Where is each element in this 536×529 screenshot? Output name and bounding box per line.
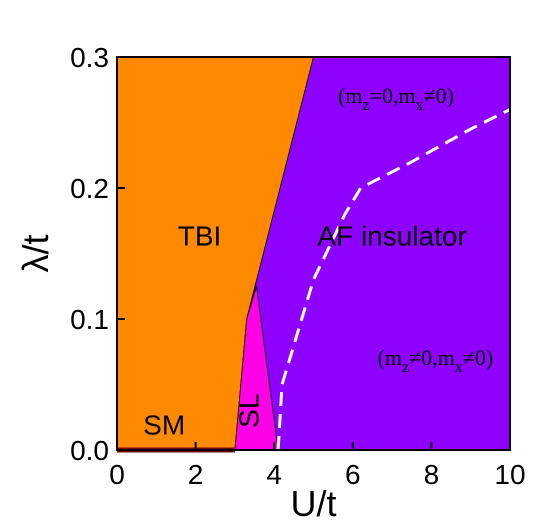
y-tick-label: 0.0 [70,435,109,466]
y-axis-label: λ/t [15,234,56,272]
x-tick-label: 0 [109,459,125,490]
region-label-tbi: TBI [178,221,222,252]
region-label-sl: SL [233,394,264,428]
x-axis-label: U/t [290,483,336,524]
y-axis-ticks: 0.0 0.1 0.2 0.3 [70,42,125,466]
x-tick-label: 4 [266,459,282,490]
region-labels: TBI AF insulator SL [178,221,467,428]
dashed-boundary-line [276,108,511,451]
x-tick-label: 2 [188,459,204,490]
annotation-sm-label: SM [143,409,185,440]
x-tick-label: 10 [494,459,525,490]
y-tick-label: 0.2 [70,173,109,204]
y-tick-label: 0.3 [70,42,109,73]
y-tick-label: 0.1 [70,304,109,335]
phase-regions [116,56,511,451]
x-tick-label: 8 [424,459,440,490]
annotations: SM (mz=0,mx≠0) (mz≠0,mx≠0) [143,83,493,440]
x-tick-label: 6 [345,459,361,490]
region-label-af-insulator: AF insulator [317,221,466,252]
annotation-mz-zero: (mz=0,mx≠0) [338,83,454,114]
plot-frame [116,56,511,451]
annotation-mz-nonzero: (mz≠0,mx≠0) [378,345,494,376]
x-axis-ticks: 0 2 4 6 8 10 [109,442,526,490]
